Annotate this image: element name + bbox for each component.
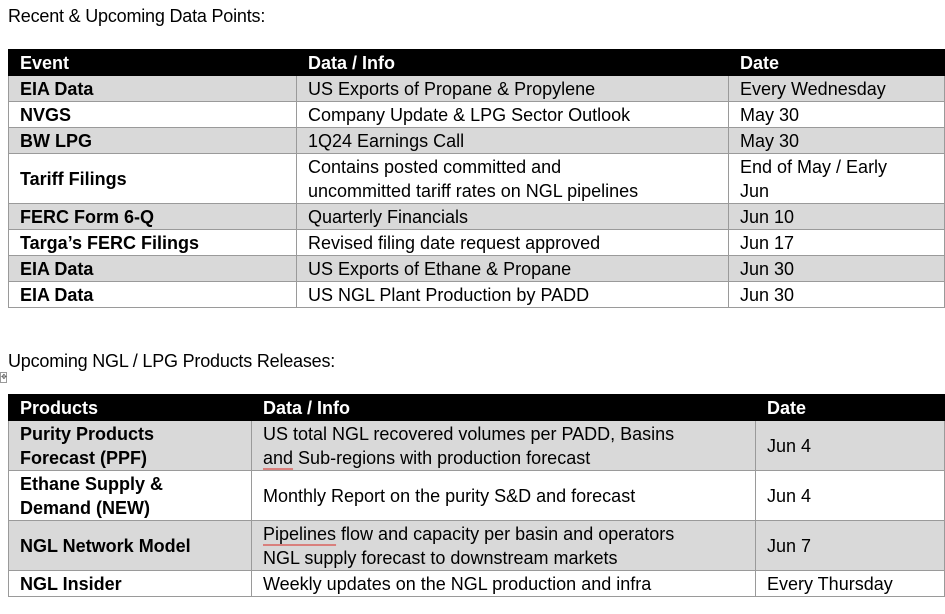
info-line: and Sub-regions with production forecast xyxy=(263,446,744,470)
info-line: NGL supply forecast to downstream market… xyxy=(263,547,618,568)
column-header-date: Date xyxy=(755,394,945,421)
info-line: US Exports of Propane & Propylene xyxy=(308,78,596,99)
info-line: US total NGL recovered volumes per PADD,… xyxy=(263,423,675,444)
info-line: Revised filing date request approved xyxy=(308,232,601,253)
table-row: Purity Products Forecast (PPF) US total … xyxy=(8,420,945,471)
product-cell: NGL Insider xyxy=(8,570,252,597)
event-cell: NVGS xyxy=(8,101,297,128)
info-line: Pipelines flow and capacity per basin an… xyxy=(263,522,744,546)
table-row: EIA Data US Exports of Ethane & Propane … xyxy=(8,255,945,282)
info-line: US NGL Plant Production by PADD xyxy=(308,284,590,305)
column-header-products: Products xyxy=(8,394,252,421)
info-cell: US Exports of Ethane & Propane xyxy=(296,255,729,282)
date-line: May 30 xyxy=(740,104,800,125)
info-cell: Pipelines flow and capacity per basin an… xyxy=(251,520,756,571)
table-row: NGL Network Model Pipelines flow and cap… xyxy=(8,520,945,571)
spellcheck-flagged-word[interactable]: Pipelines xyxy=(263,523,337,544)
date-line: End of May / Early xyxy=(740,156,888,177)
info-line: US Exports of Ethane & Propane xyxy=(308,258,572,279)
date-cell: Every Thursday xyxy=(755,570,945,597)
event-cell: EIA Data xyxy=(8,255,297,282)
info-line: uncommitted tariff rates on NGL pipeline… xyxy=(308,180,639,201)
product-line: NGL Insider xyxy=(20,573,122,594)
date-cell: Jun 7 xyxy=(755,520,945,571)
table-row: BW LPG 1Q24 Earnings Call May 30 xyxy=(8,127,945,154)
table-row: Tariff Filings Contains posted committed… xyxy=(8,153,945,204)
column-header-info: Data / Info xyxy=(296,49,729,76)
table-row: Ethane Supply & Demand (NEW) Monthly Rep… xyxy=(8,470,945,521)
table-row: EIA Data US Exports of Propane & Propyle… xyxy=(8,75,945,102)
date-cell: Jun 17 xyxy=(728,229,945,256)
table-row: NGL Insider Weekly updates on the NGL pr… xyxy=(8,570,945,597)
date-cell: End of May / Early Jun xyxy=(728,153,945,204)
column-header-event: Event xyxy=(8,49,297,76)
product-line: Demand (NEW) xyxy=(20,497,150,518)
event-cell: Targa’s FERC Filings xyxy=(8,229,297,256)
table-move-handle-icon[interactable]: ✥ xyxy=(0,372,7,383)
spellcheck-flagged-word[interactable]: and xyxy=(263,447,294,468)
table-header-row: Event Data / Info Date xyxy=(8,49,945,76)
date-line: Jun 30 xyxy=(740,258,795,279)
date-line: Jun xyxy=(740,180,770,201)
event-cell: Tariff Filings xyxy=(8,153,297,204)
event-cell: FERC Form 6-Q xyxy=(8,203,297,230)
table-row: Targa’s FERC Filings Revised filing date… xyxy=(8,229,945,256)
info-cell: US Exports of Propane & Propylene xyxy=(296,75,729,102)
upcoming-releases-table: Products Data / Info Date Purity Product… xyxy=(8,394,945,597)
info-cell: US NGL Plant Production by PADD xyxy=(296,281,729,308)
info-line-rest: flow and capacity per basin and operator… xyxy=(336,523,675,544)
date-cell: Jun 30 xyxy=(728,255,945,282)
info-cell: US total NGL recovered volumes per PADD,… xyxy=(251,420,756,471)
info-line: 1Q24 Earnings Call xyxy=(308,130,465,151)
info-cell: Company Update & LPG Sector Outlook xyxy=(296,101,729,128)
event-cell: EIA Data xyxy=(8,281,297,308)
date-cell: May 30 xyxy=(728,127,945,154)
recent-data-points-table: Event Data / Info Date EIA Data US Expor… xyxy=(8,49,945,308)
info-line: Company Update & LPG Sector Outlook xyxy=(308,104,631,125)
info-line: Contains posted committed and xyxy=(308,156,562,177)
info-cell: Monthly Report on the purity S&D and for… xyxy=(251,470,756,521)
info-cell: Contains posted committed and uncommitte… xyxy=(296,153,729,204)
product-line: Forecast (PPF) xyxy=(20,447,148,468)
product-cell: NGL Network Model xyxy=(8,520,252,571)
info-line: Quarterly Financials xyxy=(308,206,469,227)
product-cell: Purity Products Forecast (PPF) xyxy=(8,420,252,471)
date-cell: Jun 4 xyxy=(755,470,945,521)
info-line-rest: Sub-regions with production forecast xyxy=(293,447,591,468)
column-header-info: Data / Info xyxy=(251,394,756,421)
date-cell: May 30 xyxy=(728,101,945,128)
info-cell: Quarterly Financials xyxy=(296,203,729,230)
info-cell: Weekly updates on the NGL production and… xyxy=(251,570,756,597)
product-line: Purity Products xyxy=(20,423,155,444)
table-header-row: Products Data / Info Date xyxy=(8,394,945,421)
date-line: Jun 17 xyxy=(740,232,795,253)
table-row: FERC Form 6-Q Quarterly Financials Jun 1… xyxy=(8,203,945,230)
column-header-date: Date xyxy=(728,49,945,76)
date-line: Jun 10 xyxy=(740,206,795,227)
date-line: Jun 30 xyxy=(740,284,795,305)
recent-data-points-heading: Recent & Upcoming Data Points: xyxy=(8,6,266,26)
table-row: NVGS Company Update & LPG Sector Outlook… xyxy=(8,101,945,128)
product-cell: Ethane Supply & Demand (NEW) xyxy=(8,470,252,521)
date-line: Every Wednesday xyxy=(740,78,886,99)
event-cell: BW LPG xyxy=(8,127,297,154)
date-cell: Jun 10 xyxy=(728,203,945,230)
product-line: Ethane Supply & xyxy=(20,473,164,494)
info-cell: 1Q24 Earnings Call xyxy=(296,127,729,154)
table-row: EIA Data US NGL Plant Production by PADD… xyxy=(8,281,945,308)
date-cell: Jun 30 xyxy=(728,281,945,308)
date-line: May 30 xyxy=(740,130,800,151)
upcoming-releases-heading: Upcoming NGL / LPG Products Releases: xyxy=(8,351,336,371)
date-cell: Every Wednesday xyxy=(728,75,945,102)
event-cell: EIA Data xyxy=(8,75,297,102)
info-cell: Revised filing date request approved xyxy=(296,229,729,256)
date-cell: Jun 4 xyxy=(755,420,945,471)
product-line: NGL Network Model xyxy=(20,535,191,556)
